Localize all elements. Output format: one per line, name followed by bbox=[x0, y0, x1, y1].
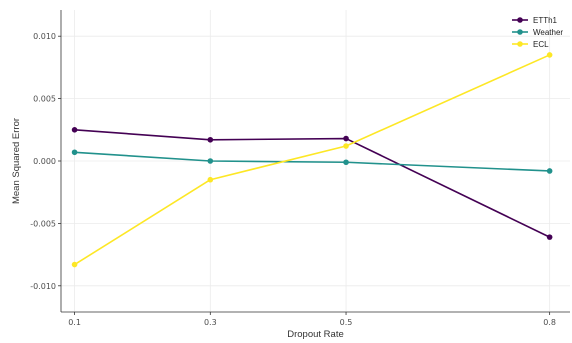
data-point-weather bbox=[71, 149, 78, 156]
x-tick-label: 0.5 bbox=[340, 318, 353, 327]
y-tick-label: 0.000 bbox=[33, 157, 56, 166]
x-tick-label: 0.8 bbox=[543, 318, 556, 327]
data-point-ecl bbox=[343, 143, 349, 149]
data-point-etth1 bbox=[546, 234, 553, 240]
y-axis-title: Mean Squared Error bbox=[11, 118, 22, 204]
axes: -0.010 -0.005 0.000 0.005 0.010 0.1 0.3 0.5 0.8 bbox=[30, 10, 570, 327]
legend-marker-etth1 bbox=[517, 17, 523, 23]
series-line-weather bbox=[74, 151, 550, 172]
data-point-ecl bbox=[546, 52, 553, 58]
legend-item-weather: Weather bbox=[512, 28, 563, 37]
y-tick-label: 0.010 bbox=[33, 32, 56, 41]
series-line-ecl bbox=[74, 54, 550, 266]
y-tick-label: -0.005 bbox=[30, 219, 56, 228]
series-line-etth1 bbox=[74, 129, 550, 238]
data-point-etth1 bbox=[207, 136, 214, 143]
legend: ETTh1 Weather ECL bbox=[512, 16, 563, 49]
legend-label-weather: Weather bbox=[533, 28, 563, 37]
x-tick-label: 0.3 bbox=[204, 318, 217, 327]
data-point-weather bbox=[343, 159, 349, 166]
x-tick-label: 0.1 bbox=[68, 318, 81, 327]
data-point-etth1 bbox=[343, 135, 349, 142]
legend-marker-ecl bbox=[517, 41, 523, 47]
data-point-weather bbox=[546, 168, 553, 174]
data-point-ecl bbox=[71, 261, 78, 268]
grid-lines bbox=[61, 10, 570, 312]
legend-marker-weather bbox=[517, 29, 523, 35]
x-axis-title: Dropout Rate bbox=[287, 329, 344, 340]
legend-item-etth1: ETTh1 bbox=[512, 16, 558, 25]
data-point-weather bbox=[207, 158, 214, 164]
legend-label-ecl: ECL bbox=[533, 40, 549, 49]
y-tick-label: 0.005 bbox=[33, 95, 56, 104]
data-point-ecl bbox=[207, 176, 214, 183]
legend-label-etth1: ETTh1 bbox=[533, 16, 558, 25]
series-lines bbox=[71, 52, 553, 268]
legend-item-ecl: ECL bbox=[512, 40, 549, 49]
y-tick-label: -0.010 bbox=[30, 282, 56, 291]
data-point-etth1 bbox=[71, 127, 78, 133]
